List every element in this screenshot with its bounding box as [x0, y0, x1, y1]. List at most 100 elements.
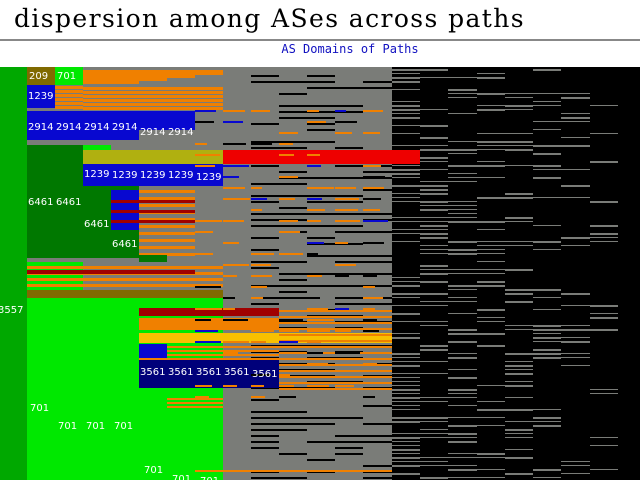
black-streak	[363, 231, 392, 233]
gray-streak	[505, 329, 533, 330]
olive-cell	[83, 150, 111, 164]
black-streak	[279, 429, 307, 431]
gray-streak	[477, 317, 505, 318]
gray-streak	[448, 77, 477, 78]
yellow-cell	[139, 333, 167, 343]
gray-streak	[477, 417, 505, 418]
gray-streak	[533, 165, 561, 167]
gray-streak	[561, 293, 590, 295]
gray-streak	[533, 309, 561, 310]
gray-streak	[533, 121, 561, 122]
as-1239-block	[139, 164, 167, 186]
orange-bar	[27, 266, 55, 269]
orange-bar	[307, 322, 335, 324]
red-cell	[223, 150, 251, 164]
orange-bar	[279, 382, 307, 384]
gray-streak	[448, 141, 477, 142]
orange-bar	[307, 334, 335, 336]
black-streak	[335, 177, 363, 179]
gray-streak	[477, 261, 505, 262]
orange-bar	[83, 87, 111, 90]
black-streak	[335, 255, 363, 257]
red-cell	[307, 150, 335, 164]
orange-bar	[55, 266, 83, 269]
orange-bar	[223, 350, 251, 352]
path-dash	[307, 198, 322, 200]
gray-streak	[505, 293, 533, 295]
orange-bar	[55, 278, 83, 281]
orange-bar	[139, 204, 195, 207]
orange-bar	[139, 99, 167, 102]
olive-cell	[139, 150, 167, 164]
black-streak	[251, 195, 279, 197]
orange-bar	[363, 358, 392, 360]
gray-streak	[533, 297, 561, 298]
gray-streak	[561, 237, 590, 239]
path-dash	[307, 165, 321, 167]
gray-streak	[392, 389, 420, 391]
path-dash	[223, 308, 235, 310]
orange-bar	[307, 470, 335, 472]
gray-streak	[505, 457, 533, 459]
gray-streak	[533, 153, 561, 155]
gray-streak	[392, 393, 420, 394]
path-dash	[363, 110, 383, 112]
gray-streak	[448, 173, 477, 174]
path-dash	[335, 121, 357, 123]
path-dash	[307, 253, 318, 255]
gray-streak	[420, 273, 448, 275]
gray-streak	[477, 321, 505, 322]
path-dash	[307, 242, 324, 244]
black-streak	[363, 423, 392, 425]
gray-streak	[392, 229, 420, 230]
orange-bar	[139, 91, 167, 94]
path-dash	[335, 264, 356, 266]
black-streak	[363, 477, 392, 479]
red-cell	[392, 150, 420, 164]
gray-streak	[533, 417, 561, 419]
black-streak	[335, 447, 363, 449]
path-dash	[363, 220, 388, 222]
gray-streak	[477, 409, 505, 411]
orange-bar	[363, 364, 392, 366]
orange-bar	[307, 376, 335, 378]
gray-streak	[392, 441, 420, 442]
black-streak	[251, 441, 279, 443]
black-streak	[363, 255, 392, 257]
gray-streak	[392, 193, 420, 194]
gray-streak	[448, 433, 477, 435]
orange-bar	[195, 406, 223, 408]
path-dash	[279, 154, 294, 156]
black-streak	[363, 405, 392, 407]
orange-bar	[111, 91, 139, 94]
gray-streak	[590, 313, 618, 314]
as-701-block	[195, 410, 223, 480]
as-label: 701	[144, 465, 163, 476]
orange-bar	[195, 95, 223, 98]
black-streak	[251, 411, 279, 413]
path-dash	[335, 187, 356, 189]
as-701-block	[55, 67, 83, 85]
as-label: 701	[86, 421, 105, 432]
gray-streak	[392, 173, 420, 175]
gray-streak	[420, 161, 448, 162]
gray-streak	[392, 445, 420, 446]
black-streak	[335, 105, 363, 107]
orange-bar	[307, 358, 335, 360]
gray-streak	[561, 169, 590, 170]
as-label: 6461	[28, 197, 53, 208]
darkred-bar	[111, 220, 195, 223]
path-dash	[335, 385, 354, 387]
gray-streak	[590, 445, 618, 446]
gray-streak	[590, 469, 618, 470]
orange-bar	[195, 402, 223, 404]
path-dash	[195, 319, 211, 321]
gray-streak	[420, 137, 448, 139]
gray-streak	[392, 381, 420, 382]
gray-streak	[477, 253, 505, 254]
gray-streak	[533, 197, 561, 198]
orange-bar	[139, 266, 167, 269]
gray-streak	[477, 309, 505, 311]
gray-streak	[590, 389, 618, 390]
black-streak	[363, 213, 392, 215]
